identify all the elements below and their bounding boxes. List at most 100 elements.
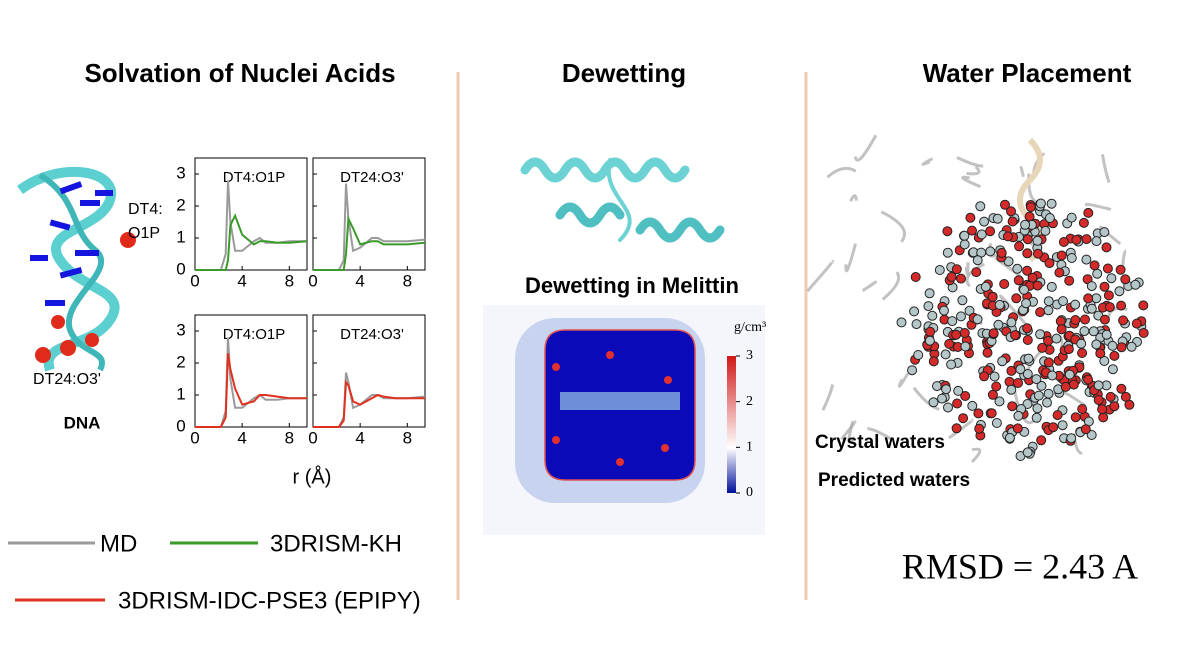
water-sphere <box>1109 350 1120 361</box>
protein-ribbon <box>956 156 984 168</box>
water-sphere <box>951 329 962 340</box>
x-tick-label: 8 <box>285 271 294 290</box>
water-sphere <box>1010 330 1021 341</box>
y-tick-label: 2 <box>176 352 185 371</box>
water-sphere <box>1006 317 1017 328</box>
water-sphere <box>992 213 1003 224</box>
water-sphere <box>1064 275 1075 286</box>
water-sphere <box>1138 328 1149 338</box>
colorbar <box>727 356 736 493</box>
water-sphere <box>923 301 934 312</box>
dna-illustration <box>17 166 136 372</box>
rdf-line <box>313 183 426 271</box>
water-sphere <box>994 299 1005 310</box>
water-sphere <box>1081 234 1092 245</box>
water-sphere <box>960 391 971 401</box>
protein-ribbon <box>964 262 970 276</box>
water-sphere <box>1068 379 1079 390</box>
protein-illustration <box>520 157 725 243</box>
water-sphere <box>1032 235 1043 246</box>
water-sphere <box>988 328 999 339</box>
water-sphere <box>1037 342 1048 353</box>
water-sphere <box>1040 225 1051 236</box>
site-label: O1P <box>128 225 160 242</box>
water-sphere <box>1118 315 1129 326</box>
water-sphere <box>924 288 935 299</box>
protein-ribbon <box>861 280 877 292</box>
water-sphere <box>971 267 982 278</box>
water-sphere <box>1043 305 1054 316</box>
water-sphere <box>991 418 1002 428</box>
water-sphere <box>1013 275 1024 286</box>
plot-label: DT24:O3' <box>340 326 404 343</box>
plot-label: DT4:O1P <box>223 169 286 186</box>
x-tick-label: 8 <box>403 271 412 290</box>
water-sphere <box>1033 390 1044 401</box>
water-sphere <box>1006 365 1017 376</box>
water-sphere <box>1027 272 1038 283</box>
water-sphere <box>1042 397 1052 408</box>
plot-frame <box>312 314 426 428</box>
water-sphere <box>927 310 938 321</box>
plot-frame <box>194 314 308 428</box>
water-sphere <box>1022 234 1033 245</box>
water-sphere <box>1086 281 1097 292</box>
water-sphere <box>925 326 936 337</box>
water-sphere <box>1066 253 1077 263</box>
water-sphere <box>946 271 957 282</box>
x-tick-label: 0 <box>308 271 317 290</box>
protein-ribbon <box>880 210 906 243</box>
water-sphere <box>1115 264 1126 275</box>
protein-ribbon <box>844 243 858 273</box>
x-tick-label: 0 <box>190 428 199 447</box>
water-sphere <box>1105 391 1116 402</box>
water-sphere <box>1048 422 1059 433</box>
water-sphere <box>972 255 983 266</box>
water-sphere <box>1024 211 1035 222</box>
water-sphere <box>1086 430 1097 440</box>
water-sphere <box>987 389 998 400</box>
protein-ribbon <box>867 427 893 441</box>
protein-ribbon <box>1061 390 1087 408</box>
protein-ribbon <box>1019 165 1025 178</box>
water-sphere <box>1107 340 1118 351</box>
colorbar-tick-label: 3 <box>746 348 753 363</box>
water-illustration <box>806 134 1149 464</box>
water-sphere <box>1083 293 1094 304</box>
water-sphere <box>1043 357 1054 368</box>
water-sphere <box>967 400 978 411</box>
water-sphere <box>1056 250 1067 261</box>
water-sphere <box>1098 412 1109 423</box>
y-tick-label: 2 <box>176 195 185 214</box>
water-sphere <box>910 272 921 282</box>
water-sphere <box>951 264 962 275</box>
water-sphere <box>1081 254 1092 265</box>
water-sphere <box>1004 432 1015 443</box>
water-sphere <box>1138 300 1149 311</box>
water-sphere <box>1031 412 1042 423</box>
protein-ribbon <box>853 134 878 162</box>
water-sphere <box>1036 380 1047 391</box>
water-sphere <box>972 314 983 325</box>
x-tick-label: 4 <box>237 271 246 290</box>
water-sphere <box>953 385 964 396</box>
water-sphere <box>1031 374 1042 385</box>
water-sphere <box>942 226 953 237</box>
water-sphere <box>1070 299 1081 310</box>
water-sphere <box>1076 338 1087 349</box>
protein-ribbon <box>1084 202 1112 211</box>
water-sphere <box>1052 410 1063 421</box>
water-sphere <box>1054 267 1065 278</box>
x-tick-label: 4 <box>355 271 364 290</box>
water-sphere <box>1002 231 1013 242</box>
colorbar-unit: g/cm³ <box>734 320 766 335</box>
water-sphere <box>1057 420 1068 431</box>
water-sphere <box>943 402 953 413</box>
water-sphere <box>1064 369 1075 380</box>
water-sphere <box>1097 404 1108 415</box>
water-sphere <box>1130 279 1141 290</box>
rdf-line <box>195 337 307 428</box>
water-sphere <box>928 397 939 408</box>
water-sphere <box>909 306 920 317</box>
water-sphere <box>1116 300 1127 311</box>
